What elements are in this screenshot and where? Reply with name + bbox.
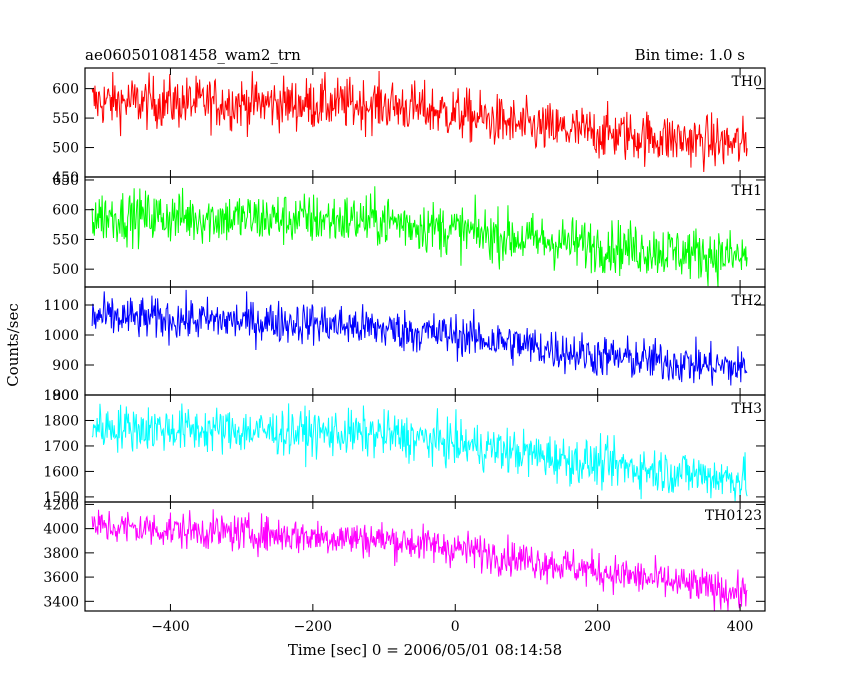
y-tick-label: 500 xyxy=(52,262,79,278)
series-line-th3 xyxy=(91,403,748,502)
panel-th1: 500 550 600 650 TH1 xyxy=(52,173,766,288)
y-tick-label: 650 xyxy=(52,173,79,189)
y-tick-label: 1100 xyxy=(43,298,79,314)
series-label: TH3 xyxy=(732,401,762,417)
series-line-th2 xyxy=(91,289,748,386)
light-curve-panels: 450 500 550 600 TH0 500 550 600 650 TH1 800 900 1000… xyxy=(43,67,766,635)
y-tick-label: 900 xyxy=(52,358,79,374)
series-line-th1 xyxy=(91,186,748,287)
series-label: TH2 xyxy=(732,293,762,309)
x-axis-label: Time [sec] 0 = 2006/05/01 08:14:58 xyxy=(288,641,562,659)
y-tick-label: 3800 xyxy=(43,546,79,562)
y-tick-label: 550 xyxy=(52,111,79,127)
series-label: TH0 xyxy=(732,74,762,90)
panel-th2: 800 900 1000 1100 TH2 xyxy=(43,286,766,404)
plot-title: ae060501081458_wam2_trn xyxy=(85,46,301,64)
x-tick-label: 400 xyxy=(727,619,754,635)
y-tick-label: 600 xyxy=(52,203,79,219)
y-tick-label: 450 xyxy=(52,170,79,186)
x-tick-label: 0 xyxy=(451,619,460,635)
x-tick-label: 200 xyxy=(584,619,611,635)
y-tick-label: 4000 xyxy=(43,522,79,538)
y-tick-label: 550 xyxy=(52,232,79,248)
y-tick-label: 1600 xyxy=(43,464,79,480)
y-tick-label: 1800 xyxy=(43,413,79,429)
y-tick-label: 500 xyxy=(52,141,79,157)
series-line-th0 xyxy=(91,71,748,172)
panel-th0123: 3400 3600 3800 4000 4200 TH0123 xyxy=(43,497,766,612)
y-tick-label: 1700 xyxy=(43,439,79,455)
series-line-th0123 xyxy=(91,509,748,611)
panel-frame xyxy=(84,501,766,612)
y-tick-label: 3400 xyxy=(43,594,79,610)
panel-th0: 450 500 550 600 TH0 xyxy=(52,67,766,186)
x-tick-label: −400 xyxy=(151,619,189,635)
y-tick-label: 4200 xyxy=(43,497,79,513)
y-tick-label: 3600 xyxy=(43,570,79,586)
bin-time-label: Bin time: 1.0 s xyxy=(635,46,745,64)
series-label: TH1 xyxy=(732,183,762,199)
series-label: TH0123 xyxy=(705,508,762,524)
y-tick-label: 1000 xyxy=(43,328,79,344)
y-axis-label: Counts/sec xyxy=(4,303,22,387)
y-tick-label: 600 xyxy=(52,82,79,98)
y-tick-label: 800 xyxy=(52,388,79,404)
y-tick-label: 1900 xyxy=(43,388,79,404)
panel-th3: 1500 1600 1700 1800 1900 TH3 xyxy=(43,388,766,506)
y-tick-label: 1500 xyxy=(43,490,79,506)
x-tick-label: −200 xyxy=(294,619,332,635)
